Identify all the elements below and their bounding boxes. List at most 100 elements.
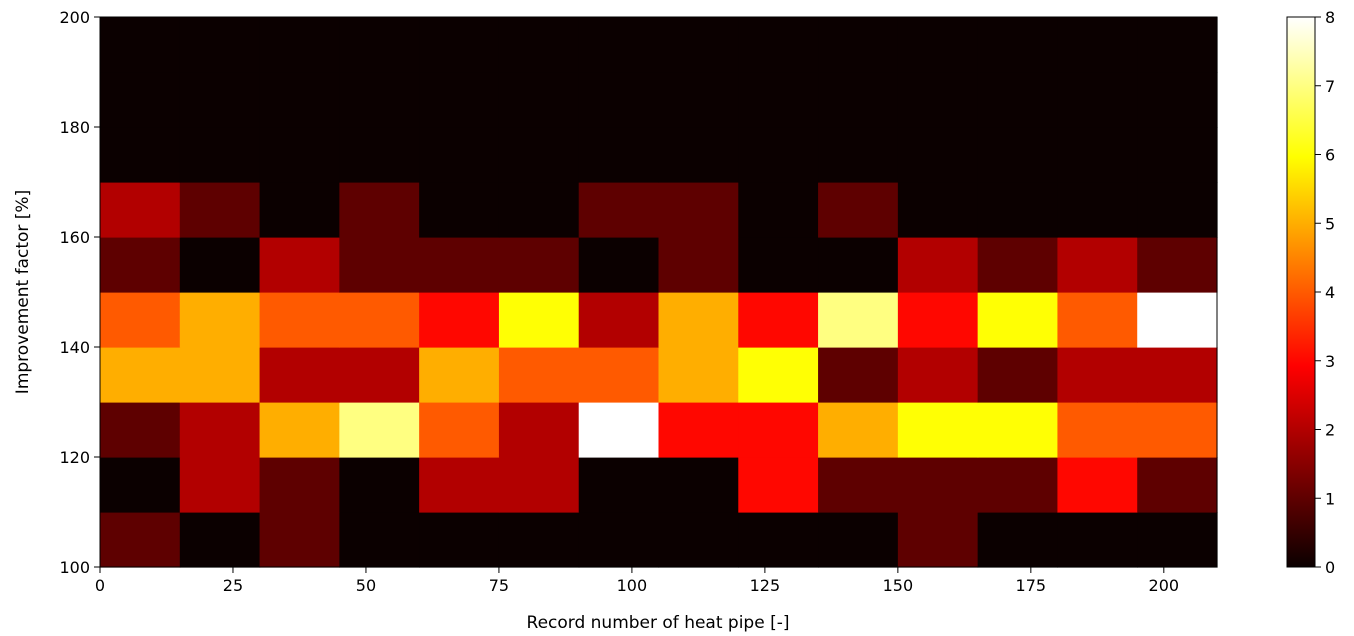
y-tick-label: 160 [59,228,90,247]
colorbar-tick-label: 8 [1325,8,1335,27]
heatmap-cell [578,127,660,183]
heatmap-cell [1137,17,1218,73]
colorbar-tick-label: 1 [1325,489,1335,508]
heatmap-cell [419,127,500,183]
heatmap-cell [339,292,420,348]
heatmap-cell [100,72,181,128]
heatmap-cell [897,512,979,568]
heatmap-cell [498,457,580,513]
heatmap-cell [658,402,739,458]
y-tick-label: 140 [59,338,90,357]
heatmap-cell [658,237,739,293]
heatmap-cell [100,402,181,458]
heatmap-cell [738,457,819,513]
heatmap-cell [179,182,261,238]
heatmap-cell [339,127,420,183]
heatmap-cell [100,457,181,513]
heatmap-cell [498,402,580,458]
heatmap-cell [658,17,739,73]
heatmap-cell [1137,457,1218,513]
heatmap-cell [419,347,500,403]
colorbar-tick-label: 2 [1325,421,1335,440]
heatmap-cell [738,512,819,568]
heatmap-cell [578,72,660,128]
colorbar-tick-label: 7 [1325,77,1335,96]
heatmap-cell [897,72,979,128]
heatmap-cell [259,292,340,348]
heatmap-cell [259,512,340,568]
y-tick-label: 180 [59,118,90,137]
heatmap-cell [977,127,1059,183]
x-tick-label: 25 [223,576,243,595]
heatmap-cell [1057,402,1138,458]
heatmap-cell [419,292,500,348]
heatmap-cell [1137,347,1218,403]
heatmap-cell [658,512,739,568]
heatmap-cell [578,237,660,293]
heatmap-cell [179,457,261,513]
heatmap-cell [1137,237,1218,293]
heatmap-cell [339,347,420,403]
heatmap-cell [498,512,580,568]
heatmap-cell [658,182,739,238]
heatmap-cell [179,347,261,403]
heatmap-cell [897,237,979,293]
heatmap-cell [259,402,340,458]
heatmap-cell [897,347,979,403]
heatmap-cell [738,347,819,403]
x-tick-label: 50 [356,576,376,595]
heatmap-cell [259,237,340,293]
heatmap-cell [259,347,340,403]
x-axis-label: Record number of heat pipe [-] [527,613,790,633]
heatmap-cell [1057,182,1138,238]
colorbar-tick-label: 6 [1325,146,1335,165]
colorbar-tick-label: 0 [1325,558,1335,577]
heatmap-cell [179,127,261,183]
x-tick-label: 75 [489,576,509,595]
heatmap-cell [658,127,739,183]
heatmap-cell [977,402,1059,458]
heatmap-cell [897,127,979,183]
y-axis-ticks: 100 120 140 160 180 200 [59,8,100,577]
x-tick-label: 125 [750,576,781,595]
heatmap-cell [1057,457,1138,513]
heatmap-cell [977,182,1059,238]
heatmap-cell [818,512,899,568]
heatmap-cell [738,127,819,183]
heatmap-cell [818,127,899,183]
colorbar-ticks: 0 1 2 3 4 5 6 7 8 [1315,8,1335,577]
heatmap-cell [179,402,261,458]
heatmap-cell [578,512,660,568]
heatmap-cell [419,237,500,293]
heatmap-cell [100,237,181,293]
heatmap-cell [897,457,979,513]
heatmap-cell [419,72,500,128]
heatmap-cell [419,402,500,458]
heatmap-cell [1057,127,1138,183]
plot-frame [99,16,1218,568]
heatmap-cell [977,512,1059,568]
heatmap-cell [818,17,899,73]
heatmap-cell [578,182,660,238]
heatmap-cell [897,17,979,73]
heatmap-cell [1057,347,1138,403]
heatmap-cell [658,72,739,128]
heatmap-cell [419,457,500,513]
heatmap-cell [977,457,1059,513]
heatmap-cell [1057,17,1138,73]
heatmap-cell [658,347,739,403]
heatmap-cell [738,182,819,238]
heatmap-cell [977,17,1059,73]
x-tick-label: 100 [617,576,648,595]
y-tick-label: 120 [59,448,90,467]
heatmap-cell [259,182,340,238]
heatmap-cell [578,292,660,348]
heatmap-cell [738,402,819,458]
heatmap-cell [738,17,819,73]
heatmap-cell [977,292,1059,348]
heatmap-cell [738,292,819,348]
heatmap-cell [259,72,340,128]
heatmap-cell [419,17,500,73]
heatmap-cell [339,402,420,458]
heatmap-cell [259,17,340,73]
